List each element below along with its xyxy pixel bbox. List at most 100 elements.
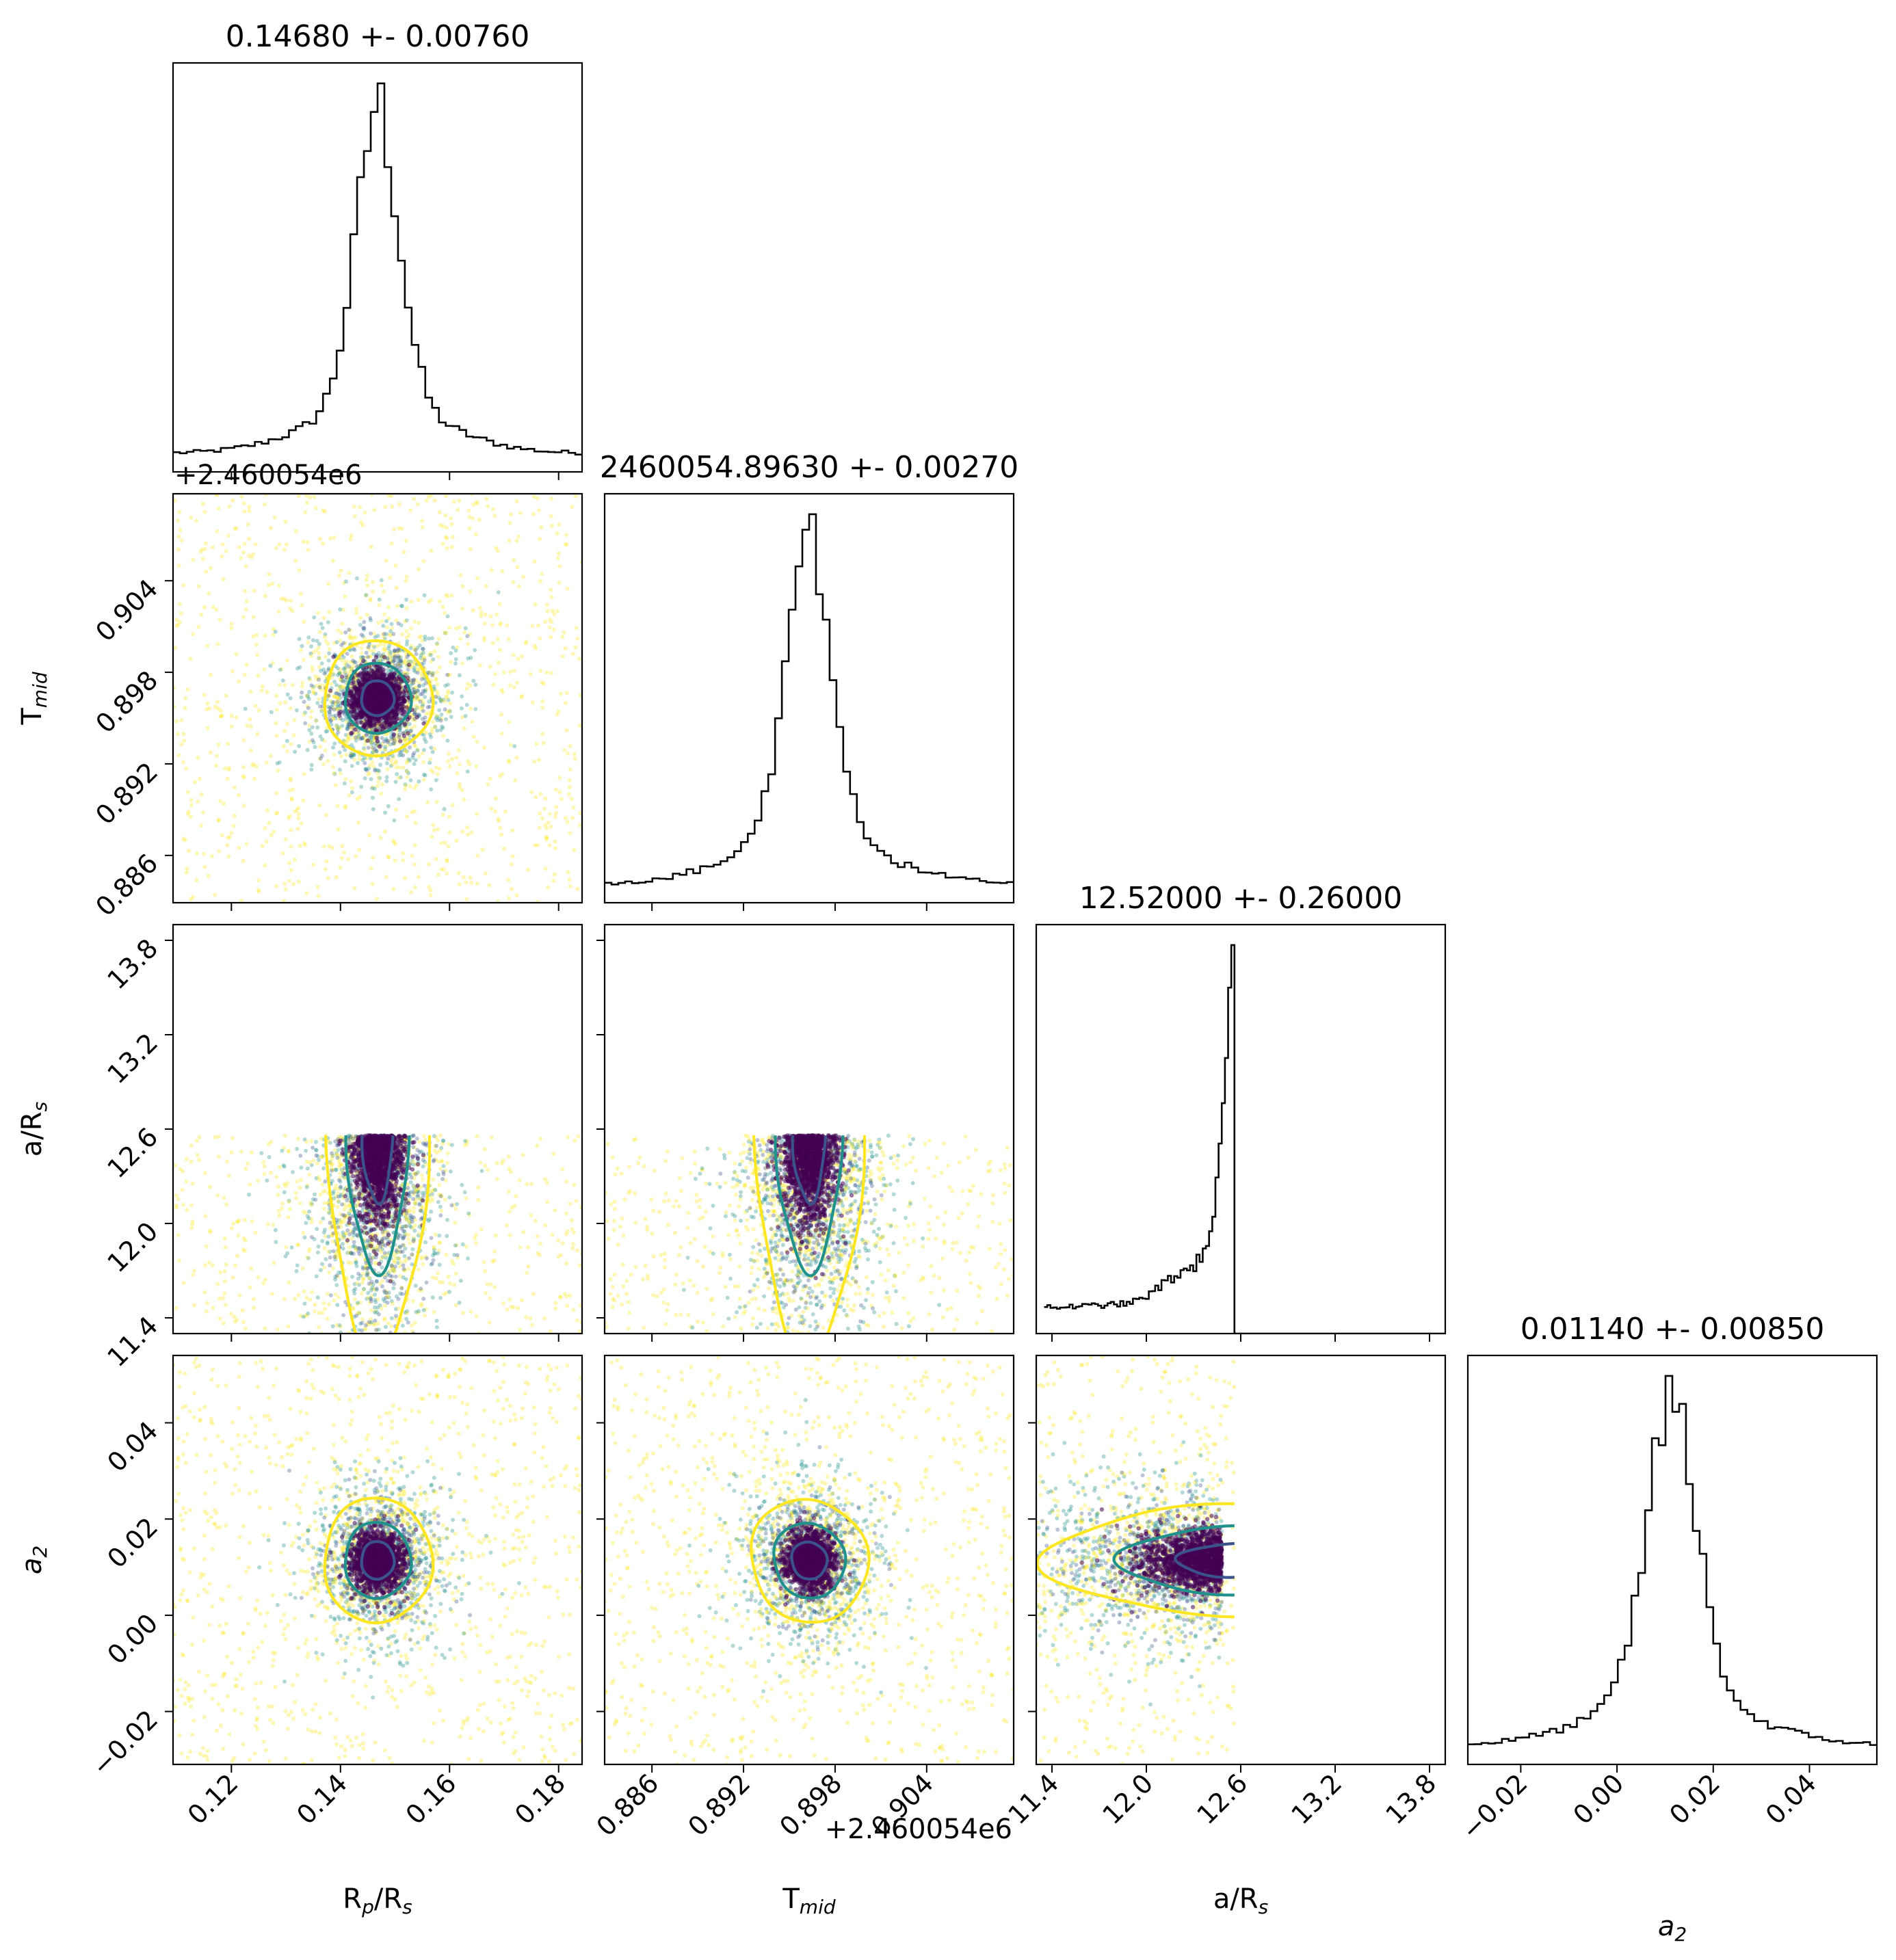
sample-point — [408, 646, 413, 650]
sample-point — [241, 765, 246, 769]
sample-point — [445, 1151, 450, 1156]
sample-point — [490, 641, 495, 646]
sample-point — [324, 1257, 328, 1262]
sample-point — [430, 730, 434, 734]
sample-point — [545, 1200, 550, 1204]
sample-point — [399, 661, 404, 665]
sample-point — [343, 630, 348, 635]
sample-point — [358, 622, 363, 627]
sample-point — [243, 706, 248, 711]
sample-point — [391, 741, 395, 746]
sample-point — [181, 1202, 185, 1207]
sample-point — [215, 1282, 220, 1286]
sample-point — [389, 763, 393, 768]
sample-point — [317, 677, 321, 682]
sample-point — [360, 523, 365, 528]
sample-point — [405, 639, 410, 644]
sample-point — [305, 501, 309, 505]
sample-point — [449, 545, 454, 549]
sample-point — [210, 853, 214, 858]
sample-point — [330, 1223, 334, 1228]
sample-point — [507, 1209, 512, 1214]
sample-point — [469, 830, 474, 835]
sample-point — [392, 650, 397, 655]
sample-point — [412, 667, 417, 672]
sample-point — [411, 680, 416, 685]
sample-point — [403, 657, 408, 662]
sample-point — [405, 654, 410, 659]
sample-point — [306, 548, 311, 553]
sample-point — [420, 704, 425, 708]
sample-point — [416, 598, 421, 602]
sample-point — [404, 1409, 408, 1413]
sample-point — [294, 708, 299, 713]
sample-point — [303, 843, 308, 847]
sample-point — [444, 593, 449, 597]
sample-point — [412, 1228, 417, 1233]
sample-point — [397, 732, 401, 737]
sample-point — [352, 1228, 356, 1232]
sample-point — [430, 834, 434, 839]
sample-point — [359, 646, 364, 650]
sample-point — [352, 1233, 356, 1238]
sample-point — [375, 784, 380, 789]
sample-point — [324, 729, 328, 734]
sample-point — [351, 635, 356, 640]
sample-point — [432, 684, 436, 689]
sample-point — [421, 721, 426, 726]
sample-point — [194, 878, 199, 883]
sample-point — [383, 747, 388, 752]
sample-point — [354, 718, 359, 723]
sample-point — [187, 849, 192, 853]
sample-point — [436, 827, 440, 832]
sample-point — [506, 759, 511, 763]
sample-point — [370, 740, 374, 745]
sample-point — [347, 722, 351, 727]
sample-point — [352, 1288, 356, 1293]
sample-point — [369, 777, 373, 782]
sample-point — [408, 778, 413, 782]
sample-point — [269, 710, 274, 715]
sample-point — [419, 652, 423, 657]
sample-point — [174, 1193, 179, 1197]
sample-point — [540, 705, 545, 710]
sample-point — [501, 1301, 506, 1306]
sample-point — [378, 1383, 382, 1388]
sample-point — [399, 664, 404, 669]
sample-point — [343, 717, 348, 721]
sample-point — [321, 615, 326, 620]
sample-point — [343, 732, 348, 737]
sample-point — [440, 812, 445, 817]
sample-point — [367, 717, 372, 722]
sample-point — [412, 862, 417, 867]
sample-point — [412, 809, 417, 814]
sample-point — [207, 591, 211, 596]
sample-point — [518, 1327, 523, 1332]
sample-point — [475, 881, 479, 886]
sample-point — [323, 670, 328, 675]
sample-point — [466, 656, 471, 661]
sample-point — [302, 840, 306, 845]
sample-point — [344, 752, 349, 757]
sample-point — [474, 1241, 479, 1245]
sample-point — [188, 657, 193, 661]
sample-point — [437, 1193, 442, 1197]
sample-point — [373, 1287, 378, 1292]
sample-point — [191, 1219, 195, 1224]
title-tmid: 2460054.89630 +- 0.00270 — [600, 450, 1019, 485]
sample-point — [341, 1246, 345, 1251]
sample-point — [376, 644, 380, 648]
sample-point — [269, 581, 274, 586]
sample-point — [310, 1202, 315, 1206]
sample-point — [362, 1287, 366, 1292]
sample-point — [384, 558, 389, 563]
sample-point — [410, 753, 415, 758]
sample-point — [410, 810, 414, 815]
sample-point — [422, 658, 427, 663]
sample-point — [447, 625, 451, 630]
sample-point — [409, 890, 413, 895]
sample-point — [375, 739, 380, 744]
sample-point — [549, 671, 553, 676]
sample-point — [434, 676, 438, 681]
sample-point — [412, 646, 417, 650]
